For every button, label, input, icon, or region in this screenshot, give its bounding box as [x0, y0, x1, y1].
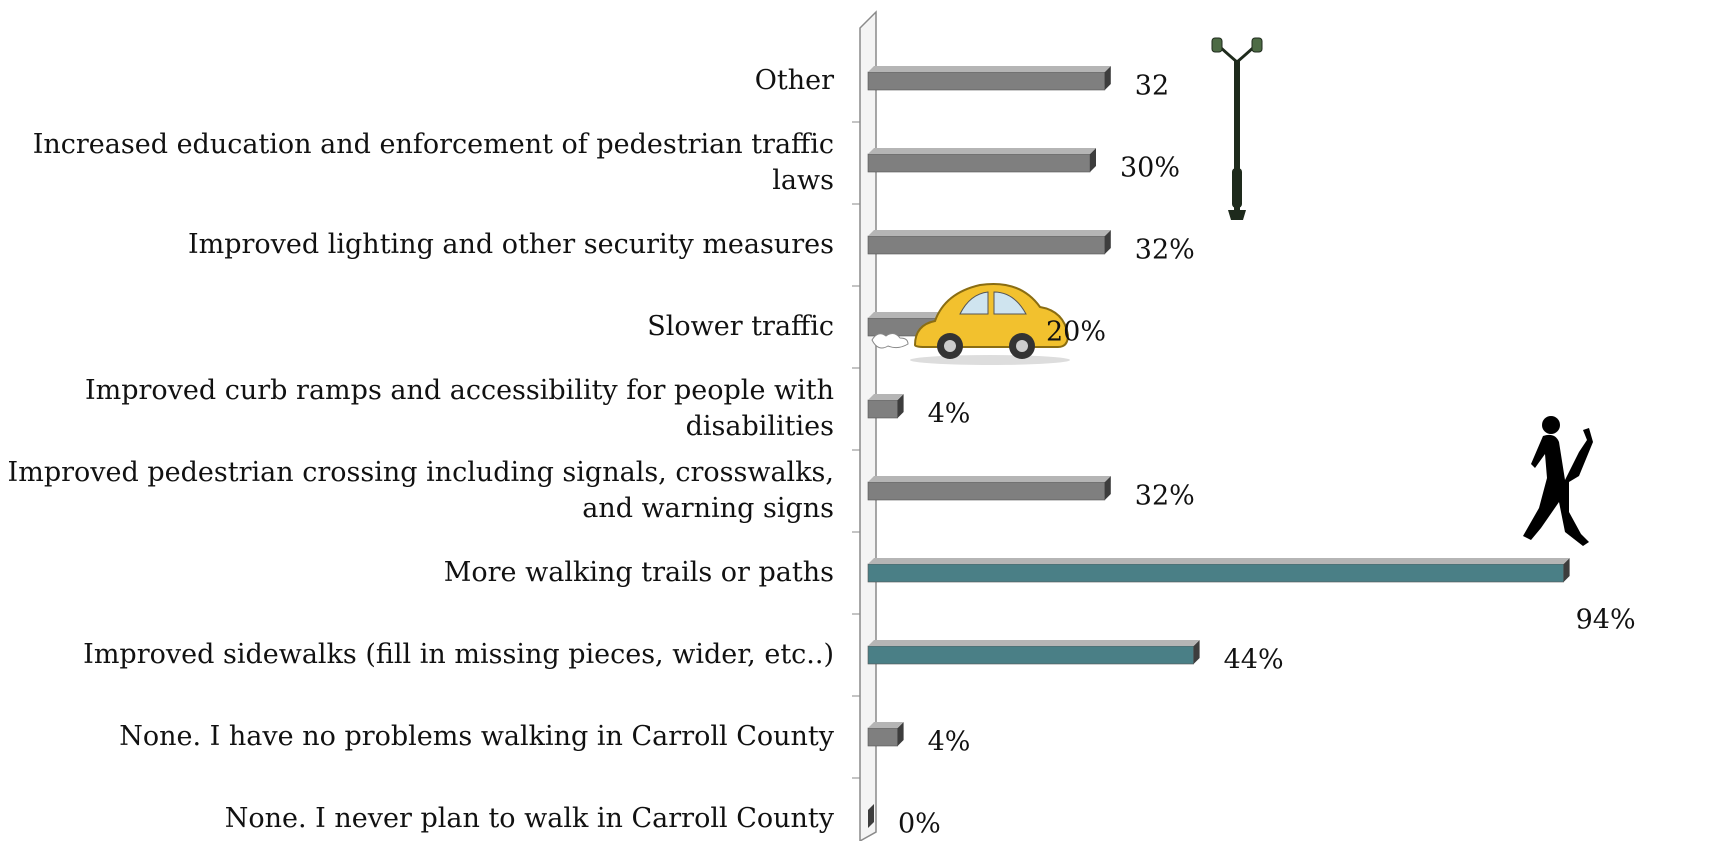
bar	[867, 399, 898, 419]
car-icon	[871, 283, 1070, 365]
value-label: 4%	[928, 727, 971, 758]
bar-side	[897, 394, 904, 418]
value-label: 4%	[928, 399, 971, 430]
bar-top	[868, 148, 1096, 154]
bar	[867, 71, 1106, 91]
value-label: 94%	[1576, 605, 1636, 636]
bar	[867, 235, 1106, 255]
category-label: None. I have no problems walking in Carr…	[119, 721, 834, 752]
bar-top	[868, 476, 1111, 482]
bar-side	[1104, 230, 1111, 254]
value-label: 0%	[898, 809, 941, 840]
axis-wall	[859, 10, 877, 841]
category-label: Slower traffic	[647, 311, 834, 342]
category-label: Improved sidewalks (fill in missing piec…	[83, 639, 834, 670]
bar-side	[1104, 66, 1111, 90]
category-label: Increased education and enforcement of p…	[32, 129, 834, 196]
bar-side	[897, 722, 904, 746]
bar-top	[868, 558, 1570, 564]
bar-top	[868, 66, 1111, 72]
category-label: Improved curb ramps and accessibility fo…	[84, 375, 834, 442]
value-label: 32%	[1135, 481, 1195, 512]
category-label: Other	[754, 65, 834, 96]
value-label: 30%	[1120, 153, 1180, 184]
value-label: 32	[1135, 71, 1169, 102]
bar	[867, 153, 1091, 173]
value-label: 44%	[1224, 645, 1284, 676]
bar-top	[868, 722, 904, 728]
value-label: 20%	[1046, 317, 1106, 348]
lamp-post-icon	[1211, 37, 1263, 220]
bar	[867, 727, 898, 747]
value-label: 32%	[1135, 235, 1195, 266]
bar-side	[1104, 476, 1111, 500]
bar	[867, 481, 1106, 501]
bar-side	[1563, 558, 1570, 582]
bar-top	[868, 640, 1200, 646]
bar-side	[1090, 148, 1096, 172]
bar-top	[868, 230, 1111, 236]
category-label: Improved pedestrian crossing including s…	[7, 457, 834, 524]
category-label: Improved lighting and other security mea…	[187, 229, 834, 260]
bar-side	[1193, 640, 1200, 664]
walker-icon	[1523, 416, 1593, 546]
bar-top	[868, 394, 904, 400]
bar	[867, 645, 1194, 665]
bar	[867, 563, 1564, 583]
bar-side	[868, 804, 874, 828]
category-label: More walking trails or paths	[443, 557, 834, 588]
category-label: None. I never plan to walk in Carroll Co…	[224, 803, 834, 834]
